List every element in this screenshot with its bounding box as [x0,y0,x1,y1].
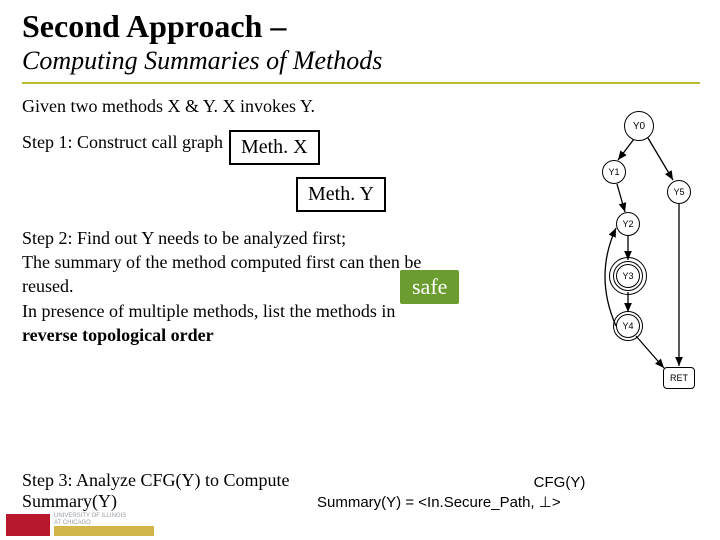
logo-mark [6,514,50,536]
step2-b: The summary of the method computed first… [22,252,421,296]
summary-line: Summary(Y) = <In.Secure_Path, ⊥> [317,493,702,513]
node-y3: Y3 [616,264,640,288]
node-y0: Y0 [624,111,654,141]
methx-box: Meth. X [229,130,320,165]
uic-logo: UNIVERSITY OF ILLINOIS AT CHICAGO [6,513,154,536]
step3-right: CFG(Y) Summary(Y) = <In.Secure_Path, ⊥> [317,473,702,512]
node-y5: Y5 [667,180,691,204]
node-y2: Y2 [616,212,640,236]
title-sub: Computing Summaries of Methods [22,46,700,76]
safe-badge: safe [400,270,459,304]
title-rule [22,82,700,84]
step2-a: Step 2: Find out Y needs to be analyzed … [22,226,442,250]
step2-c-row: In presence of multiple methods, list th… [22,299,442,348]
title-main: Second Approach – [22,10,700,44]
node-y1: Y1 [602,160,626,184]
step2-c1: In presence of multiple methods, list th… [22,301,395,321]
logo-block: UNIVERSITY OF ILLINOIS AT CHICAGO [54,513,154,536]
node-y4: Y4 [616,314,640,338]
step2-c2: reverse topological order [22,325,214,345]
node-ret: RET [663,367,695,389]
step2-block: Step 2: Find out Y needs to be analyzed … [22,226,442,347]
step2-b-row: The summary of the method computed first… [22,250,442,299]
step3-row: Step 3: Analyze CFG(Y) to Compute Summar… [22,470,702,512]
step1-label: Step 1: Construct call graph [22,130,223,154]
cfgy-label: CFG(Y) [317,473,702,493]
cfg-graph: Y0 Y1 Y5 Y2 Y3 Y4 RET [544,108,714,412]
logo-bar [54,526,154,536]
slide: Second Approach – Computing Summaries of… [0,0,720,540]
step3-left: Step 3: Analyze CFG(Y) to Compute Summar… [22,470,317,512]
methy-box: Meth. Y [296,177,386,212]
